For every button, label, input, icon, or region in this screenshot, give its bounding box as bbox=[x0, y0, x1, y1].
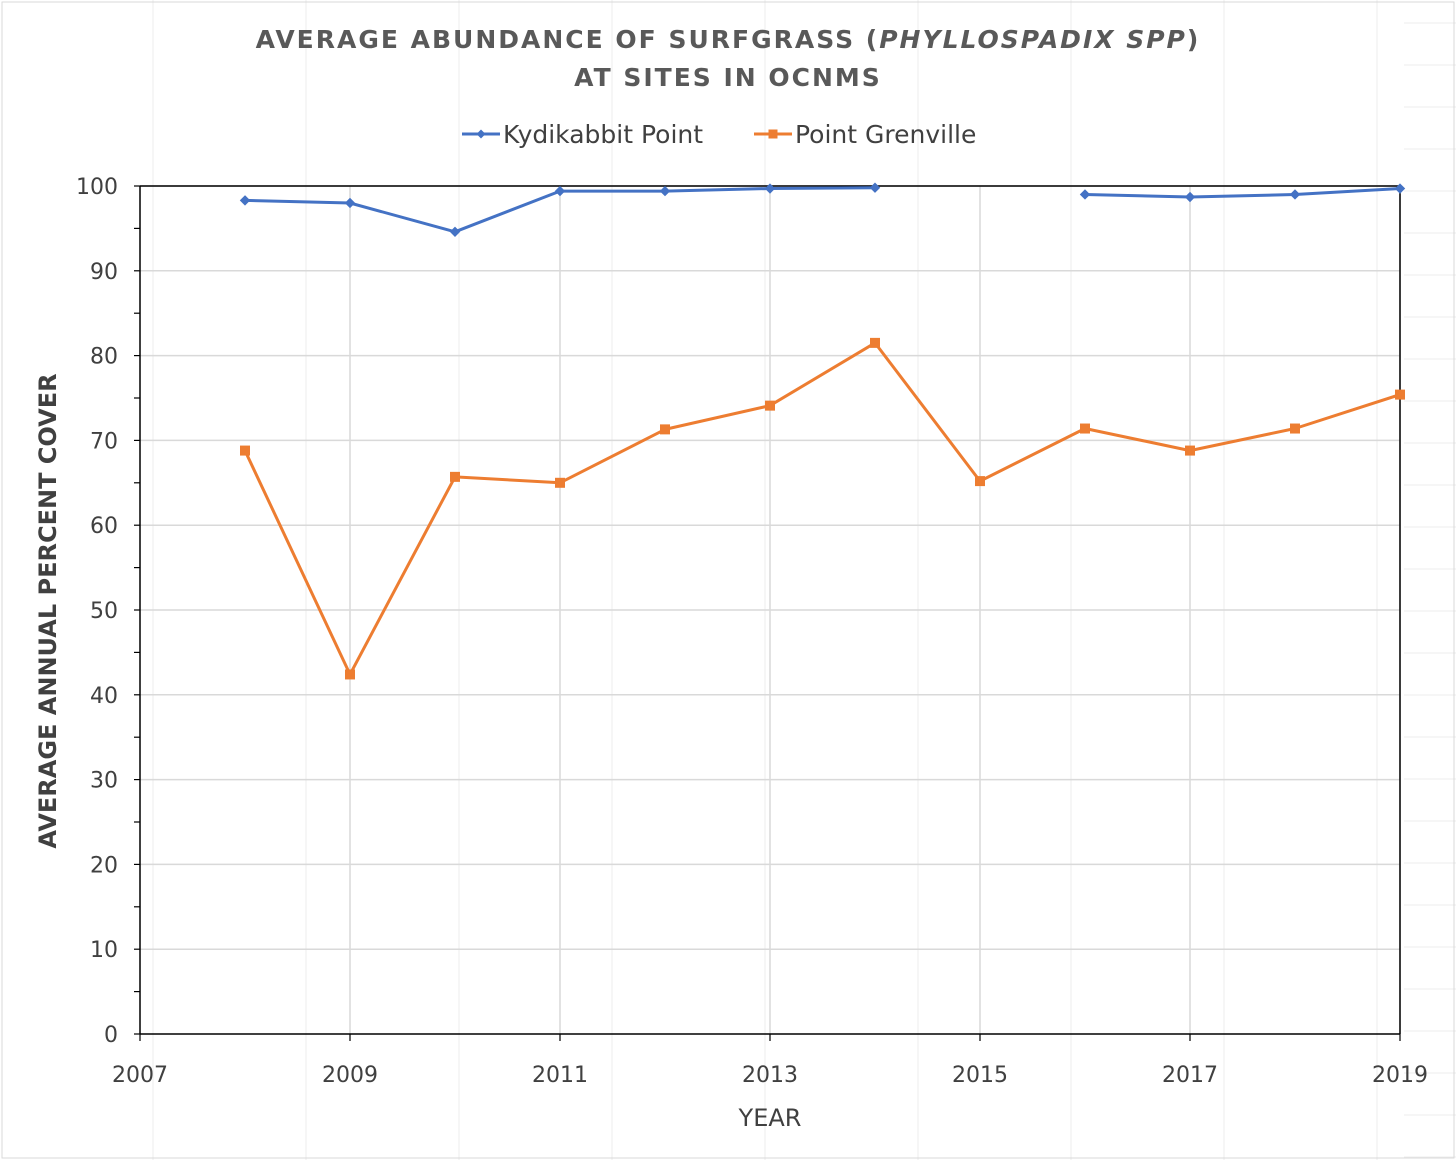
x-tick-labels: 2007 2009 2011 2013 2015 2017 2019 bbox=[112, 1063, 1428, 1088]
data-point bbox=[869, 182, 881, 193]
data-point bbox=[975, 476, 985, 487]
data-point bbox=[1290, 423, 1300, 434]
data-point bbox=[240, 445, 250, 456]
plot-gridlines bbox=[140, 185, 1401, 1034]
data-point bbox=[1184, 191, 1196, 203]
x-tick-label: 2019 bbox=[1372, 1063, 1428, 1088]
x-tick-label: 2011 bbox=[532, 1063, 588, 1088]
data-point bbox=[659, 185, 671, 197]
x-tick-label: 2007 bbox=[112, 1063, 168, 1088]
y-tick-label: 100 bbox=[76, 175, 118, 200]
x-tick-label: 2009 bbox=[322, 1063, 378, 1088]
y-tick-label: 90 bbox=[90, 260, 118, 285]
chart-title-line-1: AVERAGE ABUNDANCE OF SURFGRASS (PHYLLOSP… bbox=[256, 25, 1201, 54]
data-point bbox=[450, 471, 460, 482]
data-point bbox=[555, 477, 565, 488]
y-tick-label: 10 bbox=[90, 938, 118, 963]
x-tick-label: 2017 bbox=[1162, 1063, 1218, 1088]
series-line bbox=[1084, 187, 1401, 199]
data-point bbox=[1289, 189, 1301, 200]
data-point bbox=[344, 197, 356, 209]
data-point bbox=[449, 226, 461, 237]
legend-item: Kydikabbit Point bbox=[462, 120, 703, 149]
plot-axes bbox=[134, 185, 1401, 1041]
data-point bbox=[345, 669, 355, 680]
series-point-grenville bbox=[240, 337, 1405, 680]
data-point bbox=[554, 185, 566, 197]
data-point bbox=[1395, 389, 1405, 400]
data-point bbox=[765, 400, 775, 411]
data-point bbox=[660, 424, 670, 435]
y-axis-title: AVERAGE ANNUAL PERCENT COVER bbox=[34, 373, 62, 848]
legend-label: Point Grenville bbox=[795, 120, 976, 149]
y-tick-labels: 0 10 20 30 40 50 60 70 80 90 100 bbox=[76, 175, 118, 1048]
legend-marker bbox=[476, 129, 486, 139]
y-tick-label: 40 bbox=[90, 684, 118, 709]
data-point bbox=[870, 337, 880, 348]
data-point bbox=[1079, 189, 1091, 200]
y-tick-label: 60 bbox=[90, 514, 118, 539]
data-point bbox=[239, 195, 251, 206]
y-tick-label: 30 bbox=[90, 769, 118, 794]
data-point bbox=[1080, 423, 1090, 434]
x-axis-title: YEAR bbox=[738, 1104, 802, 1132]
series-line bbox=[243, 341, 1401, 676]
legend-label: Kydikabbit Point bbox=[503, 120, 703, 149]
legend: Kydikabbit Point Point Grenville bbox=[462, 120, 976, 149]
data-point bbox=[1185, 445, 1195, 456]
x-tick-label: 2013 bbox=[742, 1063, 798, 1088]
series-layer bbox=[239, 182, 1406, 680]
legend-item: Point Grenville bbox=[754, 120, 976, 149]
data-point bbox=[764, 183, 776, 194]
chart-title-line-2: AT SITES IN OCNMS bbox=[574, 63, 882, 92]
x-tick-label: 2015 bbox=[952, 1063, 1008, 1088]
y-tick-label: 50 bbox=[90, 599, 118, 624]
y-tick-label: 0 bbox=[104, 1023, 118, 1048]
series-kydikabbit-point bbox=[239, 182, 1406, 237]
y-tick-label: 20 bbox=[90, 853, 118, 878]
legend-marker bbox=[768, 129, 778, 139]
y-tick-label: 70 bbox=[90, 429, 118, 454]
data-point bbox=[1394, 183, 1406, 194]
y-tick-label: 80 bbox=[90, 345, 118, 370]
